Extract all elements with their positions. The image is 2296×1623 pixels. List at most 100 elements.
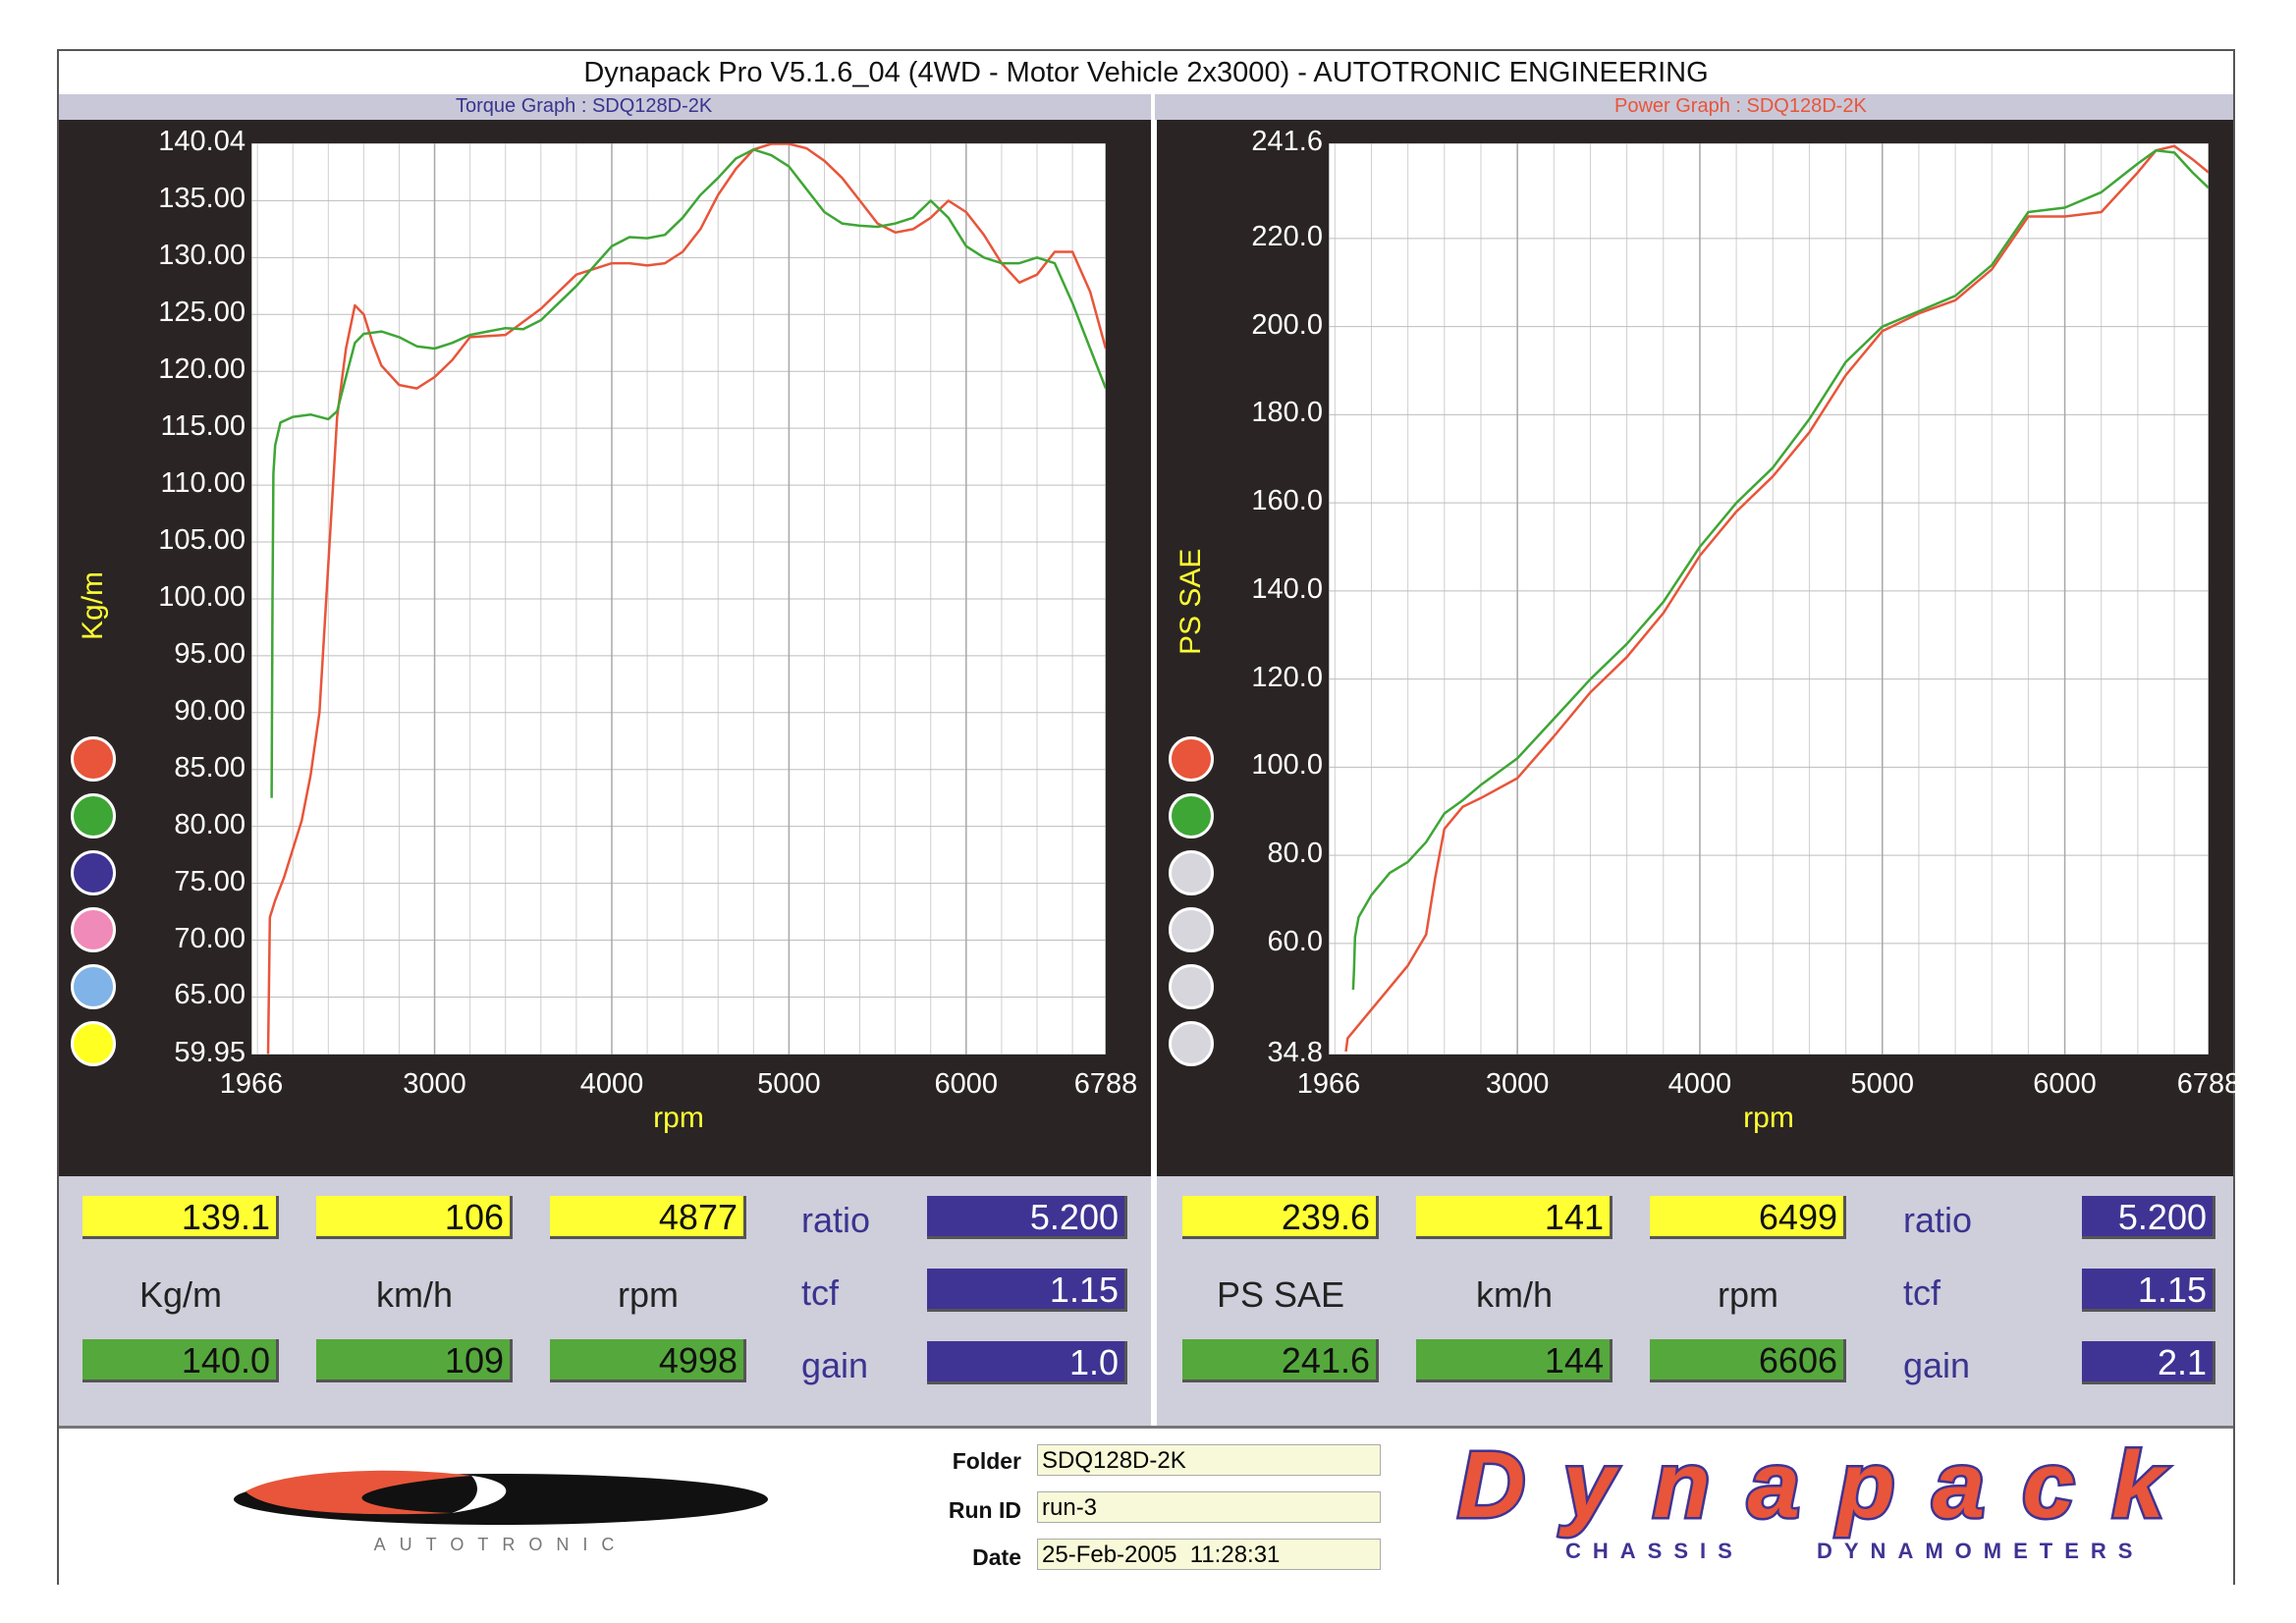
power-rpm-unit-label: rpm — [1718, 1274, 1778, 1315]
torque-y-tick-label: 95.00 — [174, 637, 246, 670]
torque-x-tick-label: 5000 — [757, 1068, 821, 1100]
power-y-tick-label: 241.6 — [1251, 126, 1323, 157]
torque-y-tick-label: 125.00 — [158, 297, 246, 329]
torque-plot-area — [251, 143, 1106, 1055]
power-y-tick-label: 160.0 — [1251, 485, 1323, 517]
power-max-speed-value: 144 — [1416, 1339, 1613, 1382]
torque-legend-dot[interactable] — [71, 907, 116, 952]
torque-tcf-value: 1.15 — [927, 1269, 1127, 1312]
power-unit-label: PS SAE — [1216, 1274, 1345, 1315]
date-value: 25-Feb-2005 11:28:31 — [1037, 1539, 1381, 1570]
torque-x-tick-label: 1966 — [219, 1068, 284, 1100]
power-y-tick-label: 34.8 — [1267, 1037, 1323, 1068]
torque-max-rpm-value: 4998 — [550, 1339, 746, 1382]
power-y-tick-label: 100.0 — [1251, 749, 1323, 782]
power-legend-dot[interactable] — [1169, 1021, 1214, 1066]
power-x-tick-label: 3000 — [1485, 1068, 1550, 1100]
power-series-2-line — [1351, 148, 2209, 991]
power-gain-label: gain — [1903, 1345, 1971, 1385]
torque-legend-dot[interactable] — [71, 736, 116, 782]
torque-x-axis-title: rpm — [653, 1102, 704, 1134]
torque-y-tick-label: 130.00 — [158, 240, 246, 272]
torque-legend-dot[interactable] — [71, 850, 116, 895]
torque-chart — [251, 143, 1106, 1055]
power-max-value: 241.6 — [1182, 1339, 1379, 1382]
power-y-tick-label: 220.0 — [1251, 220, 1323, 252]
torque-x-tick-label: 6788 — [1073, 1068, 1138, 1100]
dynapack-logo: Dynapack CHASSIS DYNAMOMETERS — [1455, 1438, 2172, 1563]
runid-value: run-3 — [1037, 1491, 1381, 1523]
power-chart — [1329, 143, 2209, 1055]
power-legend-dot[interactable] — [1169, 736, 1214, 782]
torque-x-tick-label: 6000 — [934, 1068, 999, 1100]
torque-unit-label: Kg/m — [138, 1274, 223, 1315]
torque-y-tick-label: 65.00 — [174, 979, 246, 1011]
power-x-tick-label: 6000 — [2033, 1068, 2097, 1100]
torque-tcf-label: tcf — [801, 1272, 840, 1313]
power-ratio-value: 5.200 — [2082, 1196, 2215, 1239]
power-rpm-value: 6499 — [1650, 1196, 1846, 1239]
torque-y-tick-label: 105.00 — [158, 524, 246, 556]
torque-peak-value: 139.1 — [82, 1196, 279, 1239]
torque-legend-dot[interactable] — [71, 793, 116, 839]
power-y-tick-label: 200.0 — [1251, 308, 1323, 341]
power-legend-dot[interactable] — [1169, 793, 1214, 839]
date-label: Date — [972, 1544, 1021, 1570]
torque-y-tick-label: 110.00 — [160, 467, 246, 500]
torque-max-value: 140.0 — [82, 1339, 279, 1382]
power-gain-value: 2.1 — [2082, 1341, 2215, 1384]
torque-header-strip: Torque Graph : SDQ128D-2K — [59, 94, 1151, 120]
footer: AUTOTRONIC Folder SDQ128D-2K Run ID run-… — [59, 1426, 2233, 1586]
power-tcf-label: tcf — [1903, 1272, 1941, 1313]
torque-rpm-unit-label: rpm — [618, 1274, 679, 1315]
autotronic-logo-text: AUTOTRONIC — [374, 1535, 629, 1554]
dynapack-logo-text: Dynapack — [1457, 1438, 2169, 1538]
power-readout-panel: 239.6 141 6499 PS SAE km/h rpm 241.6 144… — [1157, 1176, 2233, 1449]
torque-x-tick-label: 3000 — [403, 1068, 466, 1100]
power-y-tick-label: 180.0 — [1251, 397, 1323, 429]
torque-series-1-line — [266, 143, 1106, 1055]
power-caption: Power Graph : SDQ128D-2K — [1614, 95, 1867, 117]
torque-ratio-value: 5.200 — [927, 1196, 1127, 1239]
power-legend-dot[interactable] — [1169, 907, 1214, 952]
power-plot-area — [1329, 143, 2209, 1055]
dynapack-sub-dynamometers: DYNAMOMETERS — [1817, 1539, 2144, 1563]
power-x-tick-label: 6788 — [2176, 1068, 2241, 1100]
torque-speed-unit-label: km/h — [375, 1274, 453, 1315]
dynapack-sub-chassis: CHASSIS — [1565, 1539, 1744, 1563]
torque-caption: Torque Graph : SDQ128D-2K — [456, 95, 713, 117]
power-speed-value: 141 — [1416, 1196, 1613, 1239]
power-legend-dot[interactable] — [1169, 850, 1214, 895]
power-series-1-line — [1344, 144, 2209, 1053]
torque-y-tick-label: 140.04 — [158, 126, 246, 157]
torque-y-tick-label: 135.00 — [158, 183, 246, 215]
power-header-strip: Power Graph : SDQ128D-2K — [1155, 94, 2233, 120]
folder-value: SDQ128D-2K — [1037, 1444, 1381, 1476]
folder-label: Folder — [952, 1448, 1021, 1474]
torque-legend-dot[interactable] — [71, 964, 116, 1009]
torque-legend-dot[interactable] — [71, 1021, 116, 1066]
power-x-tick-label: 5000 — [1850, 1068, 1914, 1100]
power-y-tick-label: 120.0 — [1251, 661, 1323, 693]
torque-y-tick-label: 80.00 — [174, 808, 246, 840]
power-y-axis-title: PS SAE — [1175, 548, 1207, 655]
torque-gain-value: 1.0 — [927, 1341, 1127, 1384]
power-x-axis-title: rpm — [1743, 1102, 1794, 1134]
power-legend-dot[interactable] — [1169, 964, 1214, 1009]
power-y-tick-label: 80.0 — [1267, 838, 1323, 870]
torque-readout-panel: 139.1 106 4877 Kg/m km/h rpm 140.0 109 4… — [59, 1176, 1151, 1449]
dyno-sheet: Dynapack Pro V5.1.6_04 (4WD - Motor Vehi… — [57, 49, 2240, 1586]
power-speed-unit-label: km/h — [1475, 1274, 1553, 1315]
torque-speed-value: 106 — [316, 1196, 513, 1239]
torque-y-tick-label: 120.00 — [158, 353, 246, 386]
torque-y-tick-label: 70.00 — [174, 922, 246, 954]
power-y-tick-label: 60.0 — [1267, 925, 1323, 957]
power-x-tick-label: 4000 — [1667, 1068, 1732, 1100]
torque-y-tick-label: 59.95 — [174, 1037, 246, 1068]
torque-series-2-line — [270, 148, 1106, 798]
power-x-tick-label: 1966 — [1296, 1068, 1361, 1100]
power-ratio-label: ratio — [1903, 1200, 1973, 1240]
torque-gain-label: gain — [801, 1345, 869, 1385]
torque-y-tick-label: 115.00 — [160, 410, 246, 443]
torque-max-speed-value: 109 — [316, 1339, 513, 1382]
